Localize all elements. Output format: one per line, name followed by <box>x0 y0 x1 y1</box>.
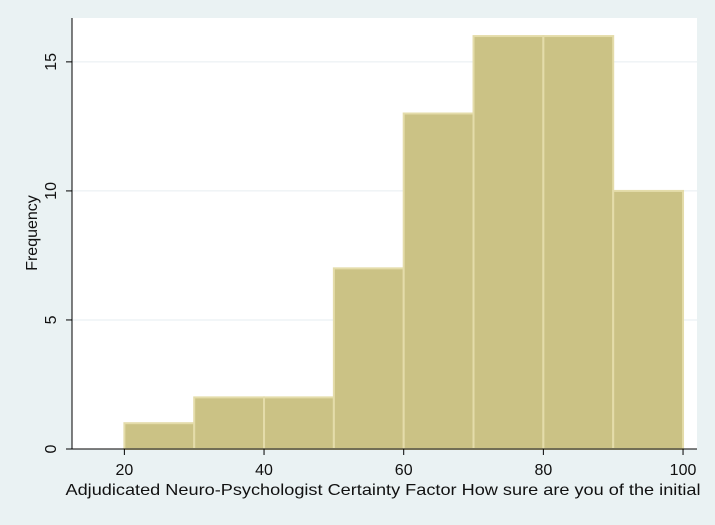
x-tick-label: 100 <box>670 462 697 479</box>
bars <box>123 35 685 451</box>
x-tick-label: 20 <box>115 462 133 479</box>
x-tick-label: 40 <box>255 462 273 479</box>
tick-labels: 0 5 10 15 20 40 60 80 100 <box>43 53 696 479</box>
histogram-bar <box>612 189 685 450</box>
x-axis-label: Adjudicated Neuro-Psychologist Certainty… <box>66 482 701 499</box>
histogram-bar <box>472 35 545 451</box>
histogram-bar <box>542 35 615 451</box>
y-tick-label: 10 <box>43 182 60 200</box>
y-tick-label: 15 <box>43 53 60 71</box>
y-axis-label: Frequency <box>24 195 41 271</box>
histogram-bar <box>332 267 405 450</box>
histogram-bar <box>123 422 196 451</box>
y-tick-label: 5 <box>43 315 60 324</box>
histogram-bar <box>402 112 475 450</box>
histogram-bar <box>263 396 335 451</box>
histogram-bar <box>193 396 266 451</box>
axes <box>71 18 697 450</box>
x-tick-label: 80 <box>534 462 552 479</box>
y-tick-label: 0 <box>43 444 60 453</box>
x-tick-label: 60 <box>395 462 413 479</box>
